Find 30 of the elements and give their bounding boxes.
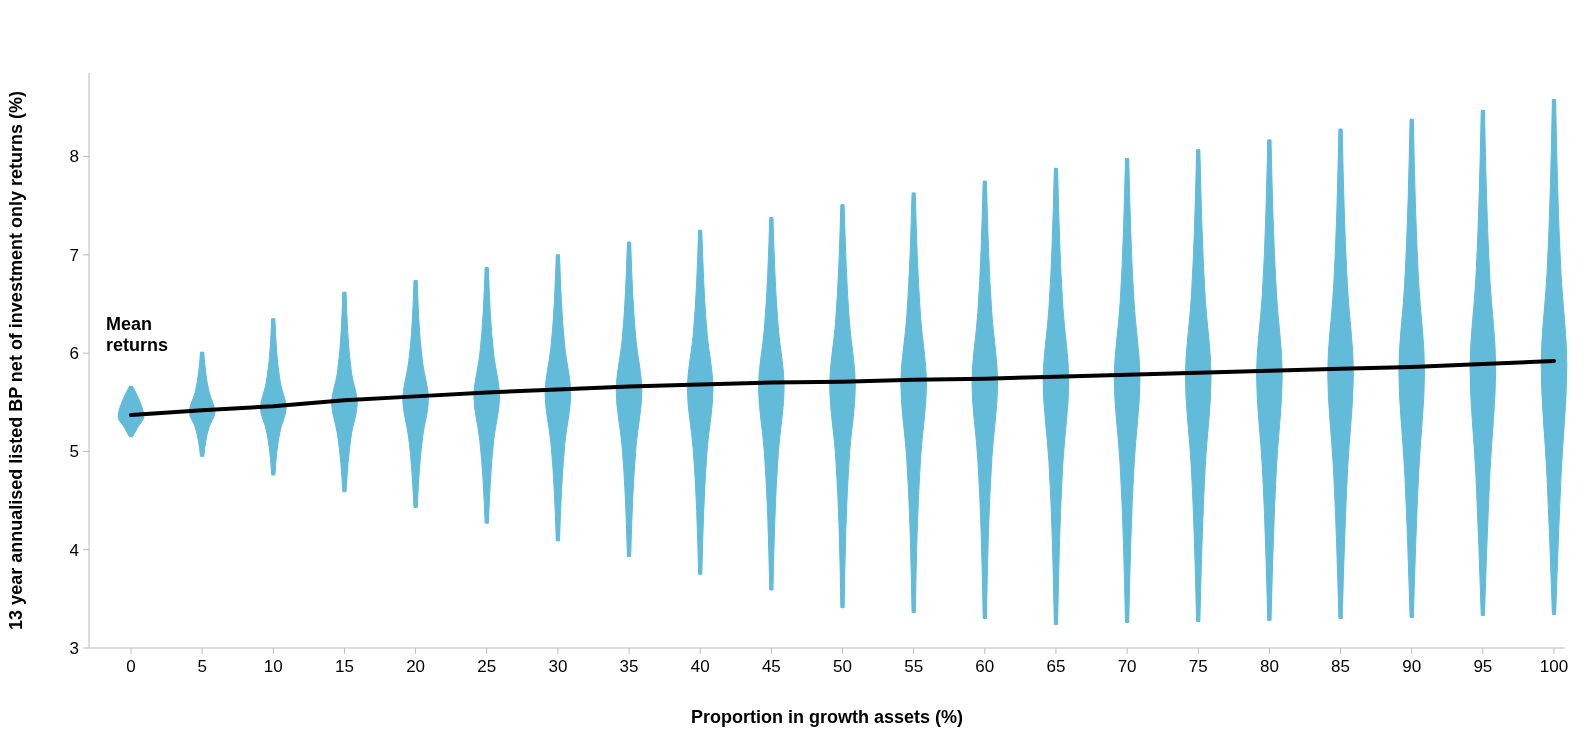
x-tick-label: 75 [1188,657,1208,676]
x-tick-label: 35 [619,657,639,676]
x-tick-label: 45 [761,657,781,676]
y-tick-label: 8 [69,147,79,167]
y-tick-label: 3 [69,638,79,658]
x-tick-label: 25 [477,657,497,676]
x-tick-label: 0 [126,657,136,676]
x-tick-label: 40 [690,657,710,676]
x-tick-label: 5 [197,657,207,676]
x-tick-label: 10 [263,657,283,676]
x-tick-label: 90 [1402,657,1422,676]
y-tick-label: 7 [69,245,79,265]
y-tick-label: 4 [69,540,79,560]
y-tick-label: 5 [69,442,79,462]
annotation: Mean returns [106,314,169,355]
x-tick-label: 95 [1473,657,1493,676]
y-tick-label: 6 [69,344,79,364]
x-tick-label: 60 [975,657,995,676]
x-tick-label: 70 [1117,657,1137,676]
x-tick-label: 55 [904,657,924,676]
x-tick-label: 65 [1046,657,1066,676]
x-tick-label: 50 [833,657,852,676]
x-tick-label: 20 [406,657,426,676]
y-axis-title: 13 year annualised listed BP net of investment only returns (%) [6,91,26,630]
x-tick-label: 100 [1539,657,1569,676]
x-tick-label: 85 [1331,657,1351,676]
x-tick-label: 15 [334,657,354,676]
x-tick-label: 30 [548,657,568,676]
x-axis-title: Proportion in growth assets (%) [690,707,964,727]
x-tick-label: 80 [1259,657,1279,676]
